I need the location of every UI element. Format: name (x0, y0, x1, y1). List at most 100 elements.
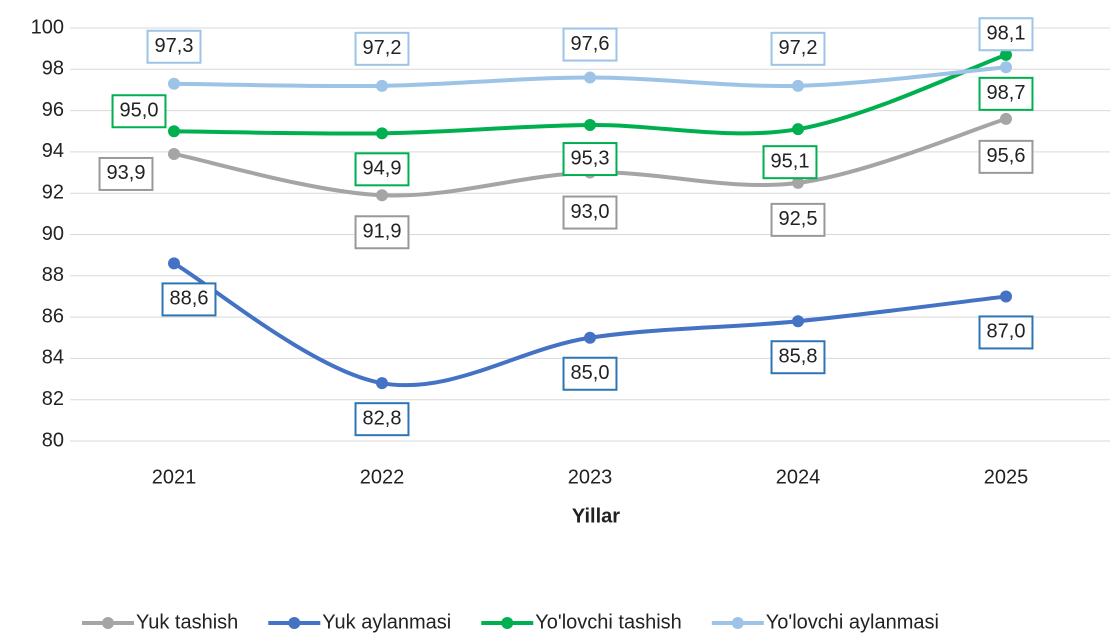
data-label-text: 97,2 (779, 37, 818, 59)
label-box (978, 17, 1034, 52)
marker (376, 189, 388, 202)
data-label: 98,1 (978, 17, 1034, 52)
data-label-text: 94,9 (363, 158, 402, 180)
marker (584, 71, 596, 84)
data-label-text: 93,9 (107, 162, 146, 184)
marker (168, 257, 180, 270)
y-tick-label: 88 (42, 264, 64, 286)
data-label-text: 82,8 (363, 407, 402, 429)
marker (376, 79, 388, 92)
legend-label: Yo'lovchi aylanmasi (766, 611, 939, 633)
y-tick-label: 100 (31, 16, 64, 38)
x-tick-label: 2022 (360, 466, 405, 488)
x-tick-label: 2024 (776, 466, 821, 488)
data-label-text: 85,0 (571, 362, 610, 384)
label-box (770, 31, 826, 66)
marker (1000, 61, 1012, 74)
marker (1000, 48, 1012, 61)
data-label: 95,0 (111, 94, 167, 129)
y-tick-label: 96 (42, 99, 64, 121)
data-label-text: 93,0 (571, 201, 610, 223)
marker (584, 119, 596, 132)
data-label-text: 85,8 (779, 346, 818, 368)
label-box (354, 215, 410, 250)
x-axis-label: Yillar (572, 505, 620, 527)
label-box (770, 202, 826, 237)
data-label: 82,8 (354, 402, 410, 437)
legend-marker (501, 617, 514, 629)
label-box (562, 142, 618, 177)
marker (792, 176, 804, 189)
data-label-text: 95,0 (120, 100, 159, 122)
y-tick-label: 84 (42, 347, 64, 369)
legend-label: Yuk tashish (136, 611, 238, 633)
y-tick-label: 80 (42, 429, 64, 451)
y-tick-label: 98 (42, 58, 64, 80)
data-label: 93,9 (98, 156, 154, 191)
label-box (354, 402, 410, 437)
label-box (562, 27, 618, 62)
data-label: 97,2 (354, 31, 410, 66)
marker (584, 331, 596, 344)
data-label-text: 92,5 (779, 208, 818, 230)
y-tick-label: 82 (42, 388, 64, 410)
data-label-text: 98,7 (987, 82, 1026, 104)
data-label: 97,3 (146, 29, 202, 64)
data-label: 87,0 (978, 315, 1034, 350)
marker (168, 125, 180, 138)
x-tick-label: 2021 (152, 466, 197, 488)
label-box (354, 152, 410, 187)
y-tick-label: 86 (42, 305, 64, 327)
label-box (978, 76, 1034, 111)
data-label: 97,6 (562, 27, 618, 62)
legend-item: Yo'lovchi tashish (481, 611, 682, 633)
data-label: 93,0 (562, 195, 618, 230)
label-box (762, 145, 818, 180)
y-tick-label: 92 (42, 181, 64, 203)
data-label: 95,3 (562, 142, 618, 177)
data-label: 85,8 (770, 340, 826, 375)
data-label-text: 98,1 (987, 23, 1026, 45)
data-label-text: 97,3 (155, 35, 194, 57)
marker (1000, 290, 1012, 303)
data-label-text: 95,3 (571, 147, 610, 169)
marker (376, 127, 388, 140)
legend-marker (288, 617, 301, 629)
data-label: 92,5 (770, 202, 826, 237)
marker (168, 147, 180, 160)
data-label: 91,9 (354, 215, 410, 250)
data-label: 95,1 (762, 145, 818, 180)
marker (1000, 112, 1012, 125)
label-box (978, 315, 1034, 350)
x-tick-label: 2025 (984, 466, 1029, 488)
label-box (98, 156, 154, 191)
data-label: 95,6 (978, 139, 1034, 174)
label-box (562, 356, 618, 391)
marker (792, 79, 804, 92)
marker (792, 315, 804, 328)
data-label-text: 95,1 (771, 150, 810, 172)
legend-marker (102, 617, 114, 629)
data-label-text: 97,2 (363, 37, 402, 59)
label-box (146, 29, 202, 64)
data-label: 98,7 (978, 76, 1034, 111)
label-box (161, 282, 217, 317)
data-label: 94,9 (354, 152, 410, 187)
data-label-text: 91,9 (363, 221, 402, 243)
label-box (978, 139, 1034, 174)
data-label: 97,2 (770, 31, 826, 66)
legend-label: Yuk aylanmasi (322, 611, 451, 633)
legend-item: Yuk aylanmasi (268, 611, 451, 633)
legend-item: Yuk tashish (82, 611, 238, 633)
y-tick-label: 90 (42, 223, 64, 245)
data-label-text: 97,6 (571, 33, 610, 55)
label-box (770, 340, 826, 375)
data-label: 85,0 (562, 356, 618, 391)
label-box (562, 195, 618, 230)
x-tick-label: 2023 (568, 466, 613, 488)
marker (168, 77, 180, 90)
data-label-text: 95,6 (987, 145, 1026, 167)
data-label-text: 88,6 (170, 288, 209, 310)
y-tick-label: 94 (42, 140, 64, 162)
